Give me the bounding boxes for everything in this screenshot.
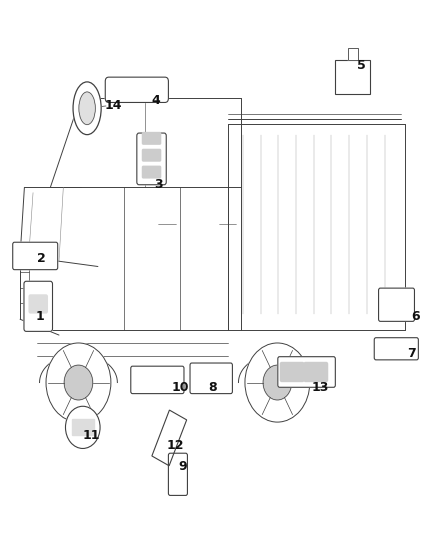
FancyBboxPatch shape (280, 362, 304, 382)
FancyBboxPatch shape (131, 366, 184, 393)
FancyBboxPatch shape (24, 281, 53, 332)
Bar (72, 419, 94, 435)
FancyBboxPatch shape (137, 133, 166, 185)
FancyBboxPatch shape (374, 338, 418, 360)
Ellipse shape (79, 92, 95, 125)
Polygon shape (152, 410, 187, 466)
Text: 1: 1 (35, 310, 44, 323)
Ellipse shape (73, 82, 101, 135)
Text: 2: 2 (37, 252, 46, 265)
Bar (348, 48, 358, 60)
Text: 13: 13 (312, 381, 329, 394)
Bar (348, 48, 358, 60)
Text: 3: 3 (154, 178, 163, 191)
FancyBboxPatch shape (168, 453, 187, 495)
Circle shape (263, 365, 292, 400)
Text: 5: 5 (357, 59, 366, 71)
FancyBboxPatch shape (304, 362, 328, 382)
Text: 11: 11 (83, 429, 100, 442)
FancyBboxPatch shape (13, 242, 58, 270)
FancyBboxPatch shape (378, 288, 414, 321)
FancyBboxPatch shape (190, 363, 233, 393)
Bar (335, 60, 371, 94)
FancyBboxPatch shape (278, 357, 336, 387)
Text: 7: 7 (407, 347, 416, 360)
Bar (335, 60, 371, 94)
Text: 8: 8 (208, 381, 217, 394)
Circle shape (64, 365, 93, 400)
FancyBboxPatch shape (105, 77, 168, 102)
FancyBboxPatch shape (142, 149, 161, 161)
Text: 4: 4 (152, 94, 161, 107)
Text: 14: 14 (104, 99, 122, 112)
FancyBboxPatch shape (142, 166, 161, 178)
Circle shape (46, 343, 111, 422)
Text: 12: 12 (167, 439, 184, 453)
FancyBboxPatch shape (142, 133, 161, 144)
Circle shape (66, 406, 100, 448)
Circle shape (245, 343, 310, 422)
Text: 6: 6 (411, 310, 420, 323)
Text: 10: 10 (171, 381, 189, 394)
Text: 9: 9 (178, 461, 187, 473)
FancyBboxPatch shape (29, 295, 47, 313)
